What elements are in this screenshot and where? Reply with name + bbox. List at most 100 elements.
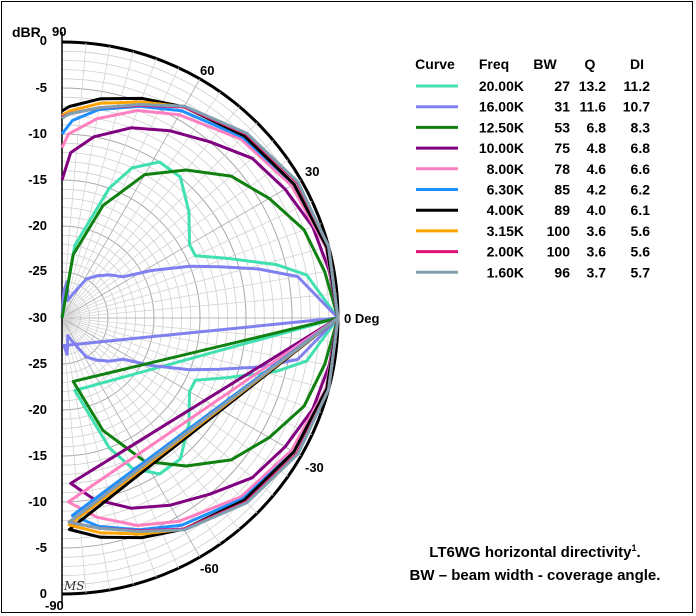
- grid-spoke: [61, 223, 322, 319]
- radial-tick-label: -15: [28, 172, 47, 187]
- angle-0-label: 0 Deg: [344, 311, 379, 326]
- legend-cell: 2.00K: [487, 244, 524, 260]
- grid-spoke: [61, 317, 258, 514]
- angle-neg90-label: -90: [45, 598, 64, 613]
- grid-spoke: [61, 51, 134, 319]
- curve-series: [60, 96, 340, 540]
- grid-spoke: [61, 317, 201, 558]
- grid-spoke: [61, 317, 221, 545]
- caption-line-1: LT6WG horizontal directivity1.: [380, 543, 690, 561]
- radial-tick-label: -20: [28, 218, 47, 233]
- radial-tick-label: -25: [28, 356, 47, 371]
- angle-90-label: 90: [52, 24, 66, 39]
- caption-line-2: BW – beam width - coverage angle.: [409, 567, 661, 584]
- grid-spoke: [61, 122, 258, 319]
- legend-cell: 78: [554, 161, 570, 177]
- legend-cell: 5.6: [631, 244, 651, 260]
- grid-spoke: [61, 317, 111, 590]
- legend-cell: 4.6: [587, 161, 607, 177]
- legend-cell: 4.00K: [487, 202, 524, 218]
- radial-tick-label: -25: [28, 263, 47, 278]
- radial-tick-label: -5: [35, 540, 47, 555]
- legend-cell: 6.2: [631, 182, 651, 198]
- angle-neg60-label: -60: [200, 561, 219, 576]
- legend-cell: 100: [547, 223, 571, 239]
- legend-cell: 3.6: [587, 244, 607, 260]
- grid-spoke: [61, 317, 313, 436]
- legend-cell: 75: [554, 140, 570, 156]
- legend-cell: 4.2: [587, 182, 607, 198]
- legend-header: DI: [630, 56, 644, 72]
- grid-spoke: [61, 317, 322, 413]
- legend-cell: 5.6: [631, 223, 651, 239]
- unit-label: dBR: [12, 24, 41, 40]
- legend-cell: 11.2: [624, 78, 651, 94]
- grid-spoke: [61, 140, 274, 319]
- legend-header: Freq: [479, 56, 509, 72]
- angle-30-label: 30: [305, 164, 319, 179]
- legend-header: Curve: [415, 56, 455, 72]
- legend-cell: 1.60K: [487, 264, 524, 280]
- radial-tick-label: -20: [28, 402, 47, 417]
- radial-tick-label: -10: [28, 494, 47, 509]
- legend-cell: 3.15K: [487, 223, 524, 239]
- angle-neg30-label: -30: [305, 460, 324, 475]
- grid-spoke: [61, 317, 134, 585]
- legend-cell: 20.00K: [479, 78, 524, 94]
- legend-cell: 6.1: [631, 202, 651, 218]
- legend-cell: 85: [554, 182, 570, 198]
- caption-footnote-mark: 1: [631, 543, 637, 553]
- grid-spoke: [61, 269, 334, 319]
- radial-tick-label: -30: [28, 310, 47, 325]
- legend-cell: 11.6: [580, 99, 607, 115]
- legend-cell: 6.30K: [487, 182, 524, 198]
- grid-spoke: [61, 317, 337, 343]
- legend-cell: 6.8: [631, 140, 651, 156]
- legend-cell: 31: [554, 99, 570, 115]
- legend-cell: 100: [547, 244, 571, 260]
- grid-spoke: [61, 200, 313, 319]
- axis-labels: dBR0-5-10-15-20-25-30-25-20-15-10-509060…: [12, 24, 379, 613]
- legend-cell: 13.2: [579, 78, 606, 94]
- radial-tick-label: -10: [28, 126, 47, 141]
- legend-cell: 4.0: [587, 202, 607, 218]
- grid-spoke: [61, 91, 221, 319]
- legend-cell: 3.6: [587, 223, 607, 239]
- legend-cell: 27: [554, 78, 570, 94]
- legend-cell: 8.00K: [487, 161, 524, 177]
- curve-1.60K: [61, 103, 340, 533]
- grid-spoke: [61, 43, 87, 319]
- legend-cell: 10.00K: [479, 140, 524, 156]
- legend-cell: 6.6: [631, 161, 651, 177]
- caption-period: .: [636, 544, 641, 561]
- radial-tick-label: 0: [40, 586, 47, 601]
- legend-cell: 53: [554, 119, 570, 135]
- grid-spoke: [61, 317, 87, 593]
- legend-cell: 10.7: [623, 99, 650, 115]
- grid-spoke: [61, 246, 329, 319]
- legend-cell: 89: [554, 202, 570, 218]
- grid-spoke: [61, 317, 274, 496]
- legend-header: BW: [533, 56, 557, 72]
- grid-spoke: [61, 293, 337, 319]
- legend-cell: 16.00K: [479, 99, 524, 115]
- grid-spoke: [61, 78, 201, 319]
- radial-tick-label: -15: [28, 448, 47, 463]
- angle-60-label: 60: [200, 63, 214, 78]
- signature: MS: [63, 579, 85, 593]
- grid-spoke: [61, 179, 302, 319]
- legend-cell: 8.3: [631, 119, 651, 135]
- caption-title: LT6WG horizontal directivity: [429, 544, 632, 561]
- legend-cell: 12.50K: [479, 119, 524, 135]
- legend: Curve Freq BW Q DI 20.00K 27 13.2 11.2 16.00K 31 11…: [415, 56, 650, 280]
- legend-cell: 3.7: [587, 264, 607, 280]
- grid-spoke: [61, 317, 329, 390]
- legend-cell: 96: [554, 264, 570, 280]
- legend-cell: 5.7: [631, 264, 651, 280]
- legend-cell: 4.8: [587, 140, 607, 156]
- radial-tick-label: -5: [35, 80, 47, 95]
- legend-cell: 6.8: [587, 119, 607, 135]
- legend-header: Q: [585, 56, 596, 72]
